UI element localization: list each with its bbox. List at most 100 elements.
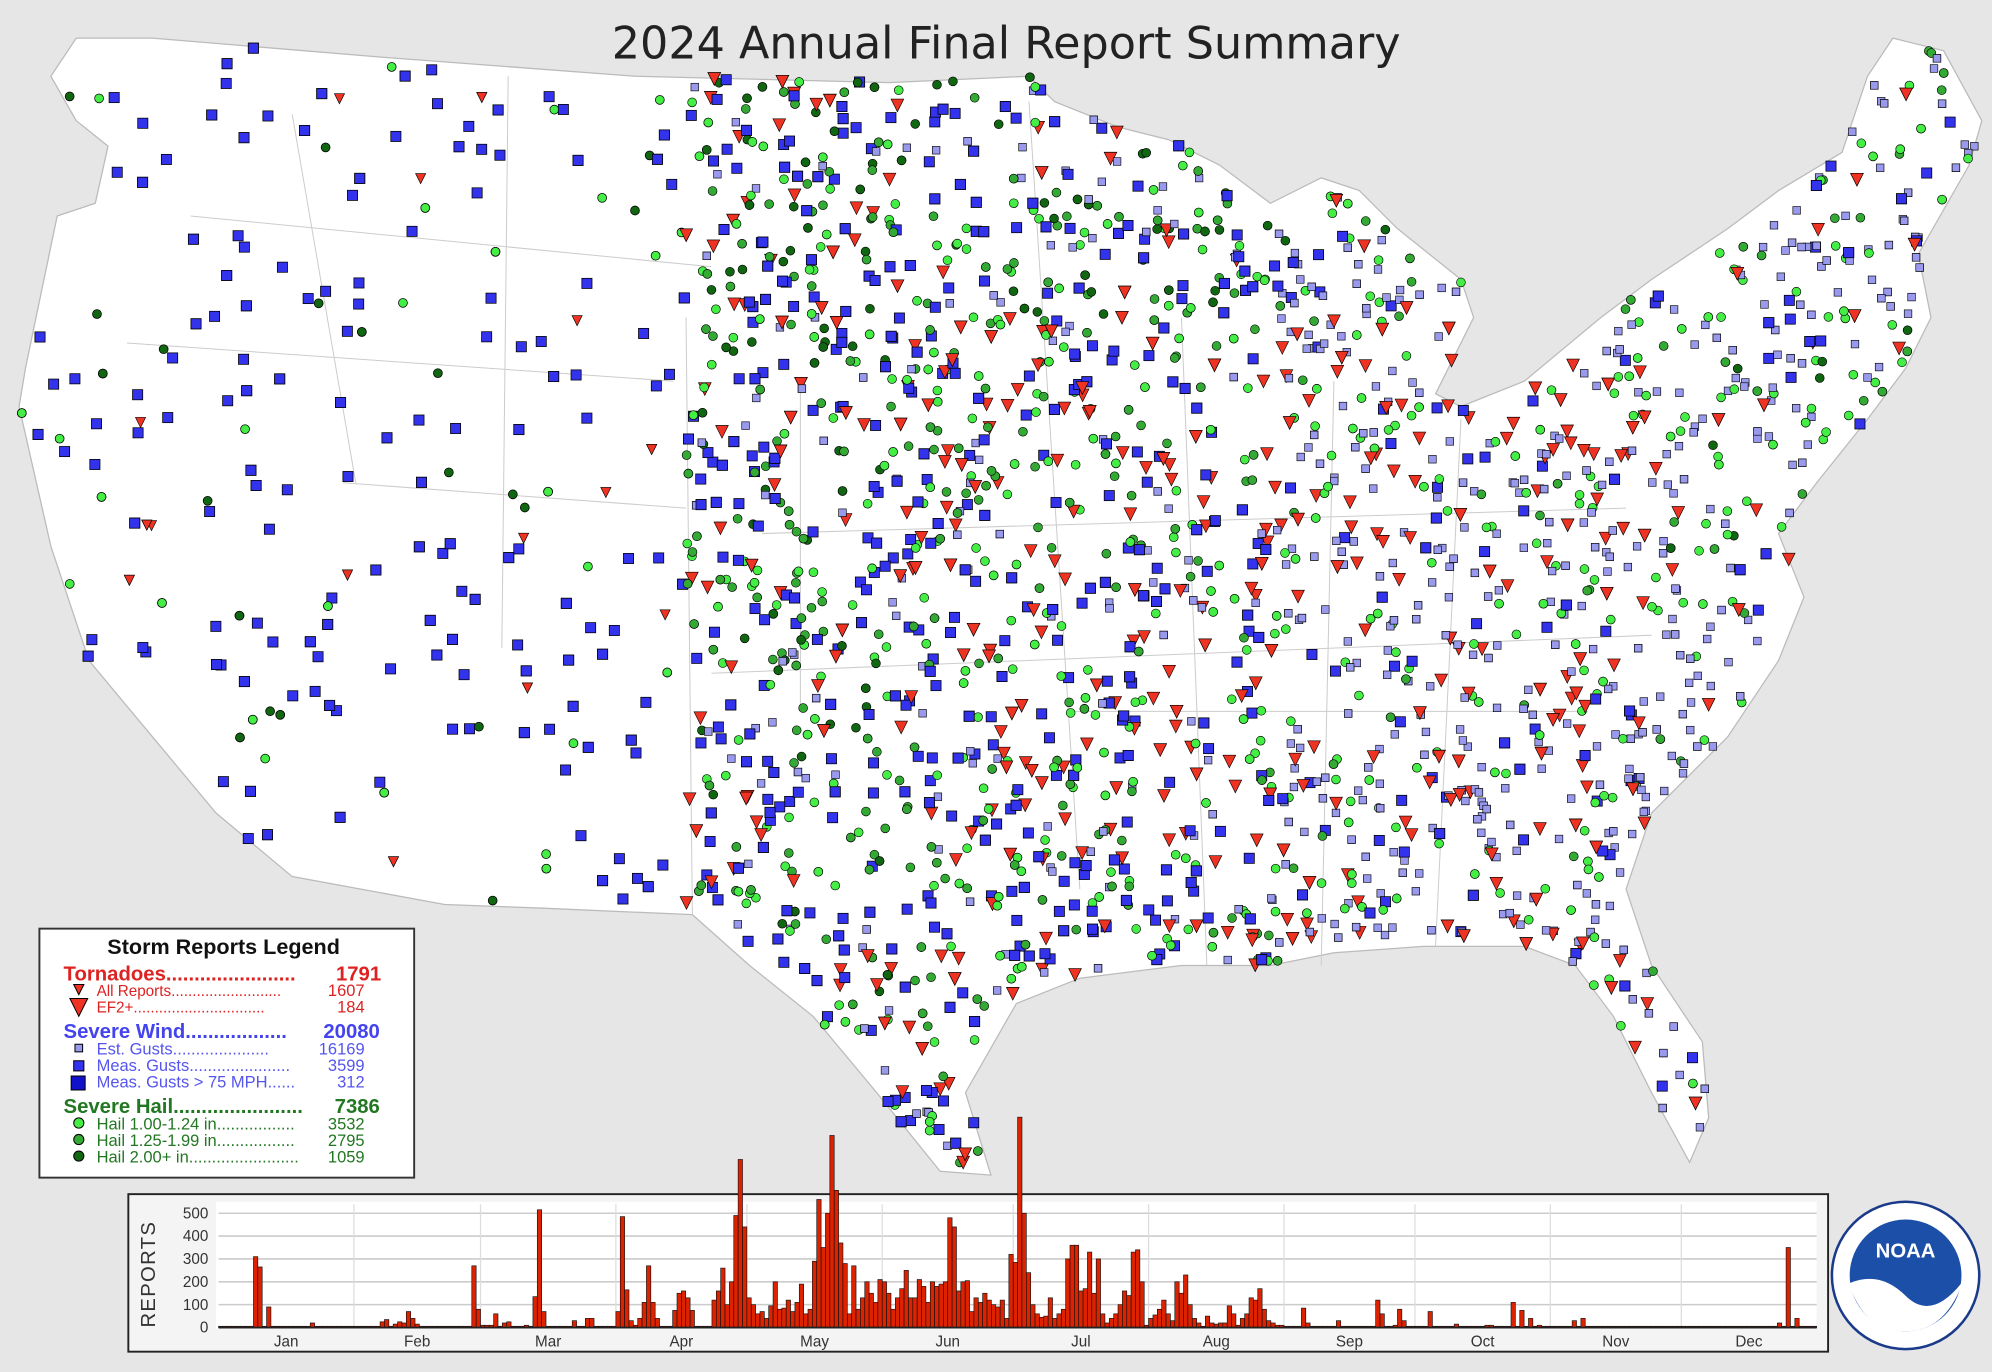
wind-marker	[238, 353, 250, 365]
hail-marker	[1065, 779, 1076, 789]
hail-marker	[1079, 227, 1090, 238]
hail-marker	[1088, 433, 1099, 444]
tornado-marker	[849, 201, 864, 216]
hail-marker	[793, 566, 804, 577]
daily-bar	[1161, 1299, 1167, 1328]
hail-marker	[824, 166, 834, 177]
hail-marker	[1152, 215, 1163, 226]
tornado-marker	[1637, 816, 1652, 831]
hail-marker	[1391, 822, 1401, 833]
hail-marker	[543, 486, 553, 497]
hail-marker	[1141, 148, 1151, 158]
wind-marker	[1587, 508, 1596, 517]
wind-marker	[1269, 260, 1281, 272]
hail-marker	[1126, 490, 1137, 501]
wind-marker	[1460, 523, 1469, 532]
tornado-marker	[1489, 876, 1504, 891]
hail-marker	[867, 563, 877, 574]
wind-marker	[1471, 618, 1483, 630]
hail-marker	[995, 951, 1005, 961]
hail-marker	[746, 885, 756, 895]
wind-marker	[961, 499, 973, 511]
wind-marker	[831, 770, 840, 779]
hail-marker	[1140, 382, 1150, 392]
wind-marker	[1652, 725, 1661, 734]
hail-marker	[1605, 614, 1616, 625]
wind-marker	[1022, 827, 1034, 839]
wind-marker	[929, 116, 941, 128]
tornado-marker	[1291, 589, 1305, 604]
tornado-marker	[1109, 125, 1124, 140]
wind-marker	[1191, 524, 1203, 536]
wind-marker	[1411, 887, 1420, 896]
square-icon	[73, 1060, 85, 1072]
wind-marker	[695, 473, 707, 485]
hail-marker	[1054, 283, 1064, 294]
wind-marker	[1274, 229, 1284, 238]
daily-bar	[1139, 1281, 1145, 1328]
wind-marker	[1253, 631, 1265, 643]
wind-marker	[1257, 529, 1266, 538]
wind-marker	[326, 592, 338, 604]
tornado-marker	[1282, 416, 1297, 431]
hail-marker	[1090, 710, 1101, 720]
wind-marker	[1080, 860, 1092, 872]
hail-marker	[1133, 646, 1144, 657]
wind-marker	[1453, 640, 1462, 649]
hail-marker	[1590, 797, 1601, 808]
wind-marker	[1300, 827, 1309, 837]
hail-marker	[1372, 608, 1383, 619]
tornado-marker	[829, 649, 843, 664]
hail-marker	[755, 384, 765, 395]
wind-marker	[1047, 604, 1059, 616]
wind-marker	[132, 427, 144, 439]
tornadoes-label: Tornadoes.......................	[64, 964, 296, 986]
tornado-marker	[1035, 776, 1049, 791]
wind-marker	[1141, 476, 1153, 488]
tornado-marker	[1330, 560, 1345, 574]
wind-marker	[1883, 287, 1892, 297]
wind-marker	[1039, 948, 1051, 960]
wind-marker	[863, 709, 875, 720]
daily-bar	[1004, 1318, 1010, 1328]
hail-marker	[541, 863, 552, 874]
wind-marker	[129, 517, 141, 529]
hail-marker	[1080, 693, 1091, 703]
tornado-marker	[724, 660, 739, 675]
wind-marker	[1369, 428, 1378, 437]
daily-bar	[895, 1297, 901, 1328]
legend-item-label: Meas. Gusts > 75 MPH......	[97, 1073, 296, 1091]
storm-reports-legend: Storm Reports Legend Tornadoes..........…	[38, 927, 416, 1179]
wind-marker	[819, 436, 828, 446]
hail-marker	[1347, 869, 1357, 880]
wind-marker	[1658, 1103, 1667, 1113]
wind-marker	[1064, 222, 1076, 234]
hail-marker	[981, 262, 991, 272]
month-label: Apr	[670, 1334, 694, 1351]
wind-marker	[742, 935, 754, 947]
daily-bar	[1047, 1297, 1053, 1328]
wind-marker	[1150, 914, 1162, 926]
hail-marker	[1374, 297, 1385, 308]
hail-marker	[707, 186, 718, 196]
wind-marker	[1380, 930, 1390, 940]
wind-marker	[302, 293, 314, 305]
wind-marker	[1293, 725, 1302, 734]
hail-marker	[1011, 559, 1022, 570]
hail-marker	[1205, 425, 1216, 435]
wind-marker	[1663, 480, 1672, 489]
hail-marker	[818, 200, 828, 211]
wind-marker	[1880, 99, 1889, 108]
wind-marker	[1743, 615, 1753, 625]
hail-marker	[1111, 458, 1121, 469]
hail-marker	[987, 764, 997, 774]
tornado-marker	[706, 239, 721, 254]
us-map	[16, 37, 1983, 1176]
daily-bar	[536, 1209, 542, 1328]
tornado-marker	[1553, 393, 1568, 408]
wind-marker	[1099, 576, 1111, 588]
wind-marker	[759, 614, 771, 626]
wind-marker	[1053, 905, 1065, 917]
daily-bar	[1528, 1318, 1534, 1328]
